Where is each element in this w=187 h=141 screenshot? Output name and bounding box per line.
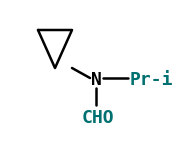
Text: Pr-i: Pr-i: [130, 71, 174, 89]
Text: N: N: [91, 71, 101, 89]
Text: CHO: CHO: [82, 109, 115, 127]
